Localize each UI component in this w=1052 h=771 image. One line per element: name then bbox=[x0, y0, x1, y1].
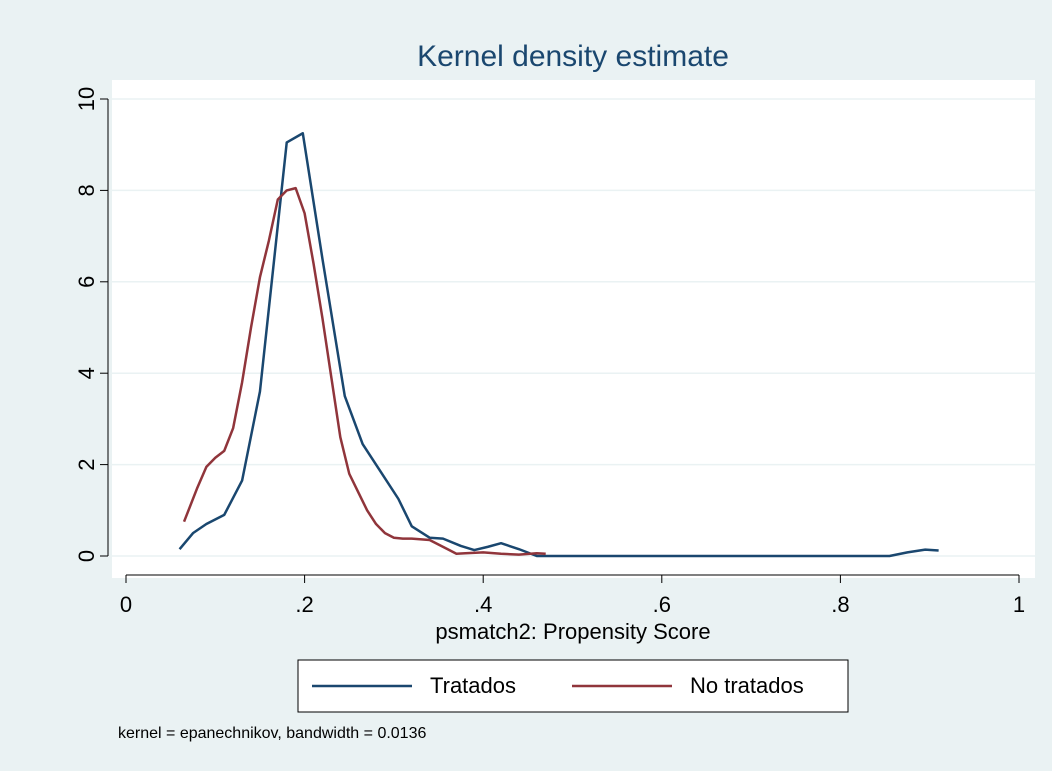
x-tick-label: .2 bbox=[295, 592, 313, 617]
y-tick-label: 0 bbox=[74, 550, 99, 562]
legend-label: No tratados bbox=[690, 673, 804, 698]
x-tick-label: 1 bbox=[1013, 592, 1025, 617]
x-tick-label: .8 bbox=[831, 592, 849, 617]
chart-title: Kernel density estimate bbox=[417, 40, 729, 73]
x-axis-title: psmatch2: Propensity Score bbox=[435, 619, 710, 644]
note: kernel = epanechnikov, bandwidth = 0.013… bbox=[118, 725, 426, 742]
x-tick-label: .6 bbox=[653, 592, 671, 617]
y-tick-label: 4 bbox=[74, 367, 99, 379]
x-tick-label: 0 bbox=[120, 592, 132, 617]
x-tick-label: .4 bbox=[474, 592, 492, 617]
y-tick-label: 6 bbox=[74, 276, 99, 288]
series-line bbox=[182, 186, 546, 556]
series-line bbox=[178, 132, 939, 558]
y-tick-label: 2 bbox=[74, 458, 99, 470]
y-tick-label: 8 bbox=[74, 184, 99, 196]
y-tick-label: 10 bbox=[74, 87, 99, 111]
legend-label: Tratados bbox=[430, 673, 516, 698]
